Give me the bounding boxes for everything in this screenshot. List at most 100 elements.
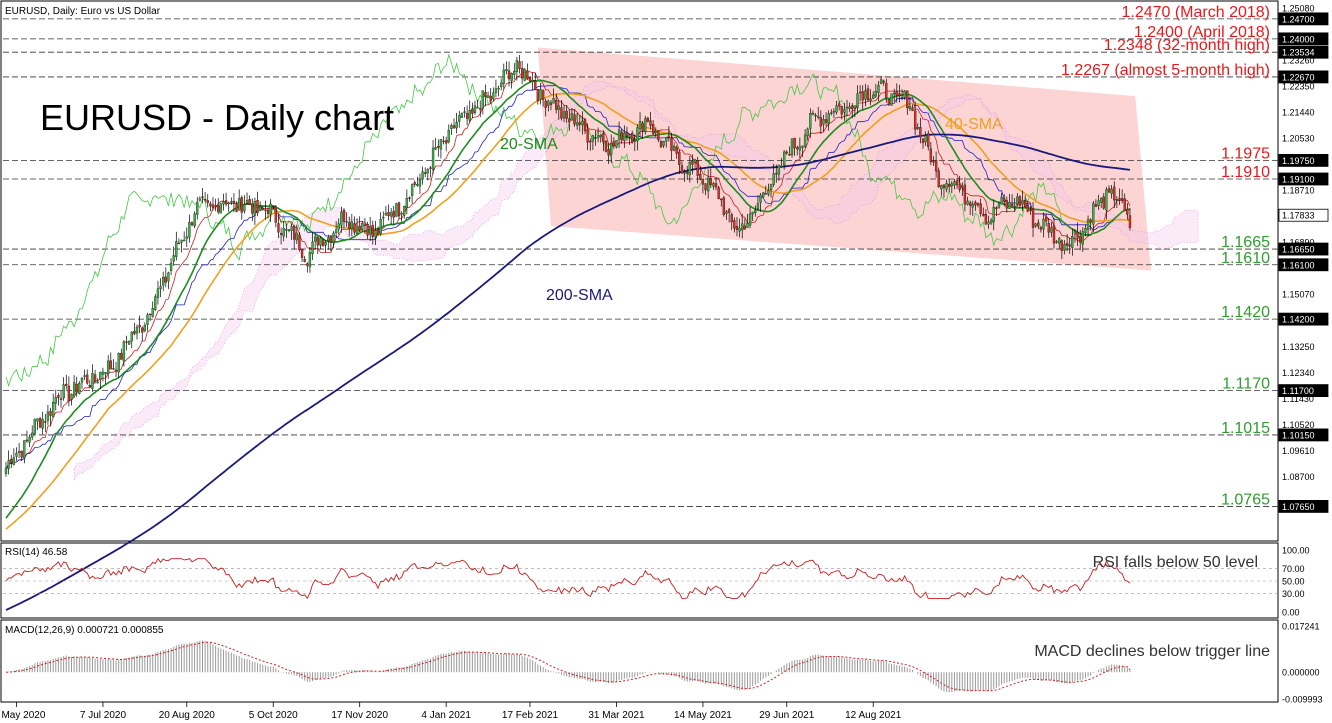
candle-body bbox=[282, 227, 285, 237]
candle-body bbox=[321, 239, 325, 246]
candle-body bbox=[814, 114, 817, 117]
candle-body bbox=[1086, 219, 1090, 230]
candle-body bbox=[615, 140, 618, 148]
candle-body bbox=[887, 99, 891, 105]
candle-body bbox=[1042, 218, 1045, 230]
price-tick-label: 1.09610 bbox=[1282, 446, 1315, 456]
candle-body bbox=[468, 110, 471, 121]
candle-body bbox=[133, 330, 136, 335]
candle-body bbox=[437, 145, 440, 148]
candle-body bbox=[591, 135, 595, 142]
candle-body bbox=[879, 79, 883, 84]
candle-body bbox=[1055, 241, 1058, 243]
candle-body bbox=[1065, 242, 1069, 246]
candle-body bbox=[651, 124, 655, 134]
price-tick-label: 1.22350 bbox=[1282, 82, 1315, 92]
rsi-line bbox=[5, 557, 1131, 600]
candle-body bbox=[1097, 200, 1100, 207]
candle-body bbox=[91, 373, 94, 389]
candle-body bbox=[190, 222, 194, 226]
candle-body bbox=[57, 395, 60, 398]
candle-body bbox=[507, 70, 511, 80]
candle-body bbox=[756, 203, 760, 209]
candle-body bbox=[772, 173, 775, 185]
candle-body bbox=[1050, 227, 1053, 233]
rsi-annotation: RSI falls below 50 level bbox=[1093, 554, 1258, 571]
level-label: 1.2470 (March 2018) bbox=[1121, 4, 1270, 21]
candle-body bbox=[479, 108, 482, 110]
price-tick-label: 1.25080 bbox=[1282, 4, 1315, 14]
candle-body bbox=[424, 172, 427, 174]
candle-body bbox=[253, 201, 257, 216]
candle-body bbox=[130, 331, 133, 342]
price-marker bbox=[1278, 45, 1329, 59]
candle-body bbox=[143, 325, 147, 331]
candle-body bbox=[908, 106, 912, 110]
price-marker bbox=[1278, 12, 1329, 26]
price-marker bbox=[1278, 154, 1329, 167]
candle-body bbox=[1052, 225, 1056, 244]
price-marker bbox=[1278, 500, 1329, 513]
candle-body bbox=[382, 216, 385, 219]
candle-body bbox=[1089, 219, 1092, 223]
level-label: 1.0765 bbox=[1221, 491, 1270, 508]
candle-body bbox=[845, 106, 849, 109]
candle-body bbox=[1024, 200, 1027, 207]
candle-body bbox=[122, 341, 126, 362]
candle-body bbox=[751, 211, 754, 215]
candle-body bbox=[515, 60, 519, 72]
candle-body bbox=[610, 143, 613, 155]
candle-body bbox=[720, 198, 723, 201]
candle-body bbox=[963, 184, 967, 205]
candle-body bbox=[712, 183, 715, 187]
candle-body bbox=[1081, 231, 1084, 245]
candle-body bbox=[856, 93, 859, 108]
candle-body bbox=[940, 185, 943, 190]
candle-body bbox=[1013, 205, 1016, 208]
candle-body bbox=[835, 105, 838, 113]
candle-body bbox=[822, 119, 825, 125]
candle-body bbox=[699, 173, 702, 180]
candle-body bbox=[942, 184, 946, 188]
candle-body bbox=[874, 90, 877, 97]
candle-body bbox=[447, 130, 450, 143]
candle-body bbox=[830, 112, 833, 114]
candle-body bbox=[727, 209, 731, 213]
price-tick-label: 1.13250 bbox=[1282, 342, 1315, 352]
candle-body bbox=[334, 229, 338, 234]
candle-body bbox=[513, 70, 516, 75]
candle-body bbox=[86, 374, 89, 384]
candle-body bbox=[746, 222, 749, 228]
candle-body bbox=[596, 135, 600, 138]
candle-body bbox=[426, 169, 429, 174]
candle-body bbox=[397, 202, 401, 217]
candle-body bbox=[127, 341, 131, 345]
candle-body bbox=[919, 127, 922, 138]
time-tick-label: 14 May 2021 bbox=[674, 710, 732, 721]
candle-body bbox=[544, 100, 547, 108]
candle-body bbox=[180, 239, 183, 243]
candle-body bbox=[848, 106, 851, 109]
candle-body bbox=[602, 133, 605, 142]
macd-header: MACD(12,26,9) 0.000721 0.000855 bbox=[5, 625, 164, 636]
candle-body bbox=[785, 151, 788, 154]
candle-body bbox=[295, 232, 298, 241]
candle-body bbox=[667, 135, 671, 138]
candle-body bbox=[62, 384, 65, 399]
candle-body bbox=[185, 236, 188, 239]
price-tick-label: 1.23260 bbox=[1282, 56, 1315, 66]
candle-body bbox=[217, 205, 220, 213]
chart-title: EURUSD - Daily chart bbox=[40, 97, 394, 138]
time-tick-label: 4 Jan 2021 bbox=[421, 710, 471, 721]
candle-body bbox=[775, 173, 778, 175]
candle-body bbox=[528, 77, 532, 82]
ichimoku-cloud bbox=[73, 80, 1199, 481]
price-marker bbox=[1278, 172, 1329, 186]
candle-body bbox=[636, 127, 639, 142]
candle-body bbox=[481, 90, 484, 109]
candle-body bbox=[858, 91, 862, 94]
candle-body bbox=[1058, 238, 1061, 244]
candle-body bbox=[586, 129, 589, 143]
candle-body bbox=[83, 375, 86, 377]
candle-body bbox=[88, 385, 91, 387]
